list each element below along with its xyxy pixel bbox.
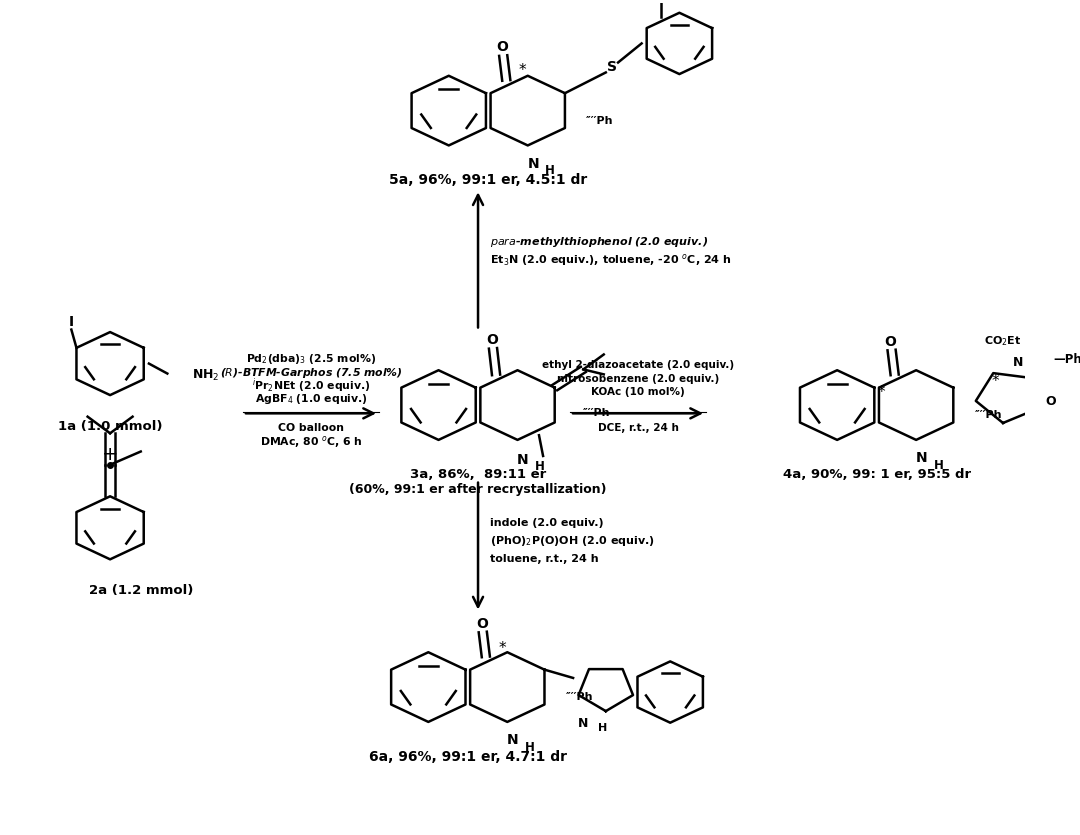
Text: DMAc, 80 $^o$C, 6 h: DMAc, 80 $^o$C, 6 h — [259, 433, 362, 449]
Text: I: I — [69, 315, 73, 329]
Text: ′′′′Ph: ′′′′Ph — [566, 692, 593, 702]
Text: (60%, 99:1 er after recrystallization): (60%, 99:1 er after recrystallization) — [349, 483, 607, 496]
Text: Et$_3$N (2.0 equiv.), toluene, -20 $^o$C, 24 h: Et$_3$N (2.0 equiv.), toluene, -20 $^o$C… — [490, 252, 732, 268]
Text: 2a (1.2 mmol): 2a (1.2 mmol) — [89, 584, 193, 597]
Text: H: H — [535, 460, 544, 473]
Text: N: N — [1013, 356, 1023, 369]
Text: (PhO)$_2$P(O)OH (2.0 equiv.): (PhO)$_2$P(O)OH (2.0 equiv.) — [490, 534, 656, 548]
Text: H: H — [598, 723, 607, 733]
Text: 3a, 86%,  89:11 er: 3a, 86%, 89:11 er — [410, 468, 546, 481]
Text: CO$_2$Et: CO$_2$Et — [984, 335, 1022, 348]
Text: 5a, 96%, 99:1 er, 4.5:1 dr: 5a, 96%, 99:1 er, 4.5:1 dr — [389, 174, 588, 187]
Text: *: * — [878, 385, 886, 400]
Text: O: O — [1045, 395, 1056, 408]
Text: H: H — [545, 164, 555, 177]
Text: N: N — [517, 453, 529, 467]
Text: CO balloon: CO balloon — [278, 423, 343, 433]
Text: N: N — [507, 733, 518, 747]
Text: $\it{para}$-methylthiophenol (2.0 equiv.): $\it{para}$-methylthiophenol (2.0 equiv.… — [490, 235, 708, 249]
Text: +: + — [102, 445, 119, 464]
Text: *: * — [993, 374, 1000, 389]
Text: ′′′′Ph: ′′′′Ph — [583, 408, 610, 418]
Text: 6a, 96%, 99:1 er, 4.7:1 dr: 6a, 96%, 99:1 er, 4.7:1 dr — [368, 750, 567, 764]
Text: ethyl 2-diazoacetate (2.0 equiv.): ethyl 2-diazoacetate (2.0 equiv.) — [542, 360, 734, 370]
Text: N: N — [527, 157, 539, 171]
Text: ′′′′Ph: ′′′′Ph — [586, 115, 613, 125]
Text: *: * — [498, 641, 507, 656]
Text: ($R$)-BTFM-Garphos (7.5 mol%): ($R$)-BTFM-Garphos (7.5 mol%) — [219, 366, 403, 380]
Text: NH$_2$: NH$_2$ — [192, 367, 219, 382]
Text: KOAc (10 mol%): KOAc (10 mol%) — [591, 387, 685, 397]
Text: N: N — [916, 452, 928, 465]
Text: O: O — [885, 335, 896, 349]
Text: 1a (1.0 mmol): 1a (1.0 mmol) — [58, 420, 162, 433]
Text: —Ph: —Ph — [1054, 352, 1080, 366]
Text: 4a, 90%, 99: 1 er, 95:5 dr: 4a, 90%, 99: 1 er, 95:5 dr — [783, 468, 971, 481]
Text: O: O — [476, 617, 488, 630]
Text: O: O — [486, 333, 498, 347]
Text: O: O — [496, 40, 508, 54]
Text: N: N — [578, 717, 588, 730]
Text: AgBF$_4$ (1.0 equiv.): AgBF$_4$ (1.0 equiv.) — [255, 392, 367, 407]
Text: Pd$_2$(dba)$_3$ (2.5 mol%): Pd$_2$(dba)$_3$ (2.5 mol%) — [246, 352, 376, 367]
Text: *: * — [518, 63, 526, 78]
Text: $^i$Pr$_2$NEt (2.0 equiv.): $^i$Pr$_2$NEt (2.0 equiv.) — [252, 377, 370, 395]
Text: ′′′′Ph: ′′′′Ph — [974, 410, 1002, 420]
Text: H: H — [525, 741, 535, 754]
Text: toluene, r.t., 24 h: toluene, r.t., 24 h — [490, 554, 599, 564]
Text: S: S — [607, 60, 617, 74]
Text: DCE, r.t., 24 h: DCE, r.t., 24 h — [597, 423, 678, 433]
Text: H: H — [933, 458, 943, 472]
Text: indole (2.0 equiv.): indole (2.0 equiv.) — [490, 518, 604, 528]
Text: nitrosobenzene (2.0 equiv.): nitrosobenzene (2.0 equiv.) — [557, 373, 719, 383]
